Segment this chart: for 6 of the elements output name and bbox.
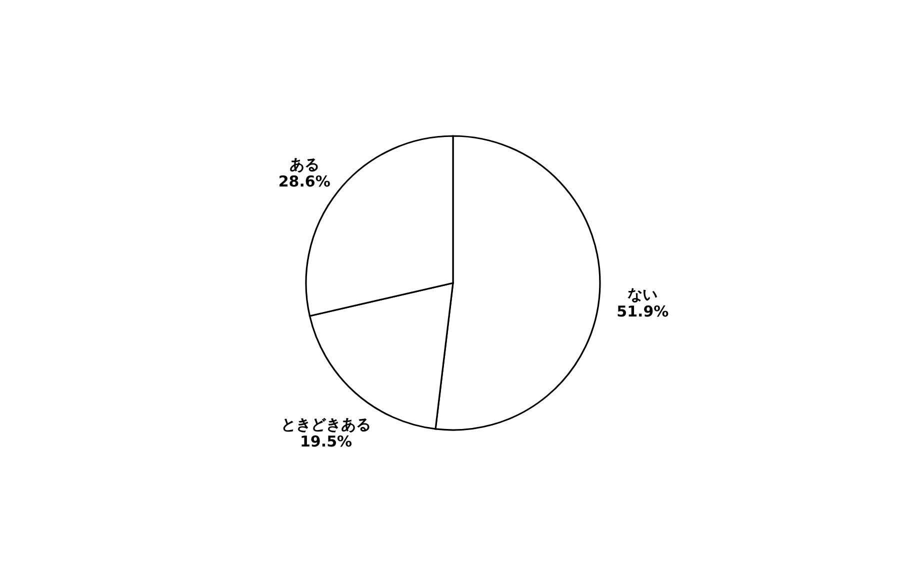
slice-label: ない bbox=[628, 285, 658, 304]
data-label: 28.6% bbox=[278, 172, 330, 191]
data-label: 19.5% bbox=[300, 432, 352, 450]
slice-label: ある bbox=[289, 156, 320, 174]
data-label: 51.9% bbox=[616, 302, 669, 320]
slice-label: ときどきある bbox=[281, 415, 372, 434]
